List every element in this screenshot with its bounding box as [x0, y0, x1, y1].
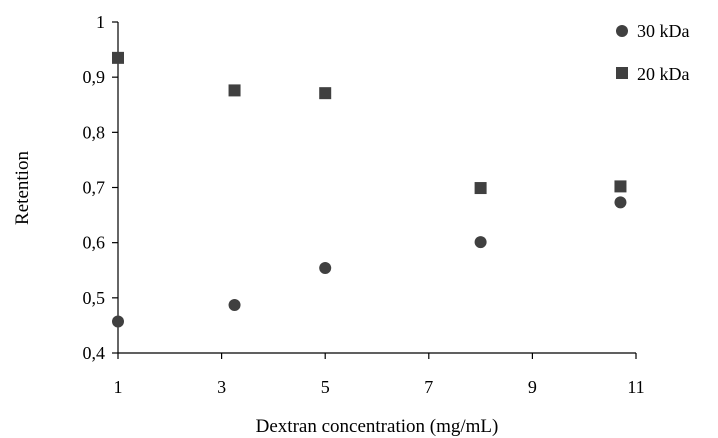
- y-ticks: 0,4 0,5 0,6 0,7 0,8 0,9 1: [83, 12, 118, 363]
- data-point-20-kda: [112, 51, 124, 64]
- data-point-20-kda: [319, 87, 332, 100]
- legend-marker-20-kda: [616, 67, 628, 79]
- x-tick-label: 5: [321, 377, 330, 397]
- data-point-30-kda: [228, 299, 241, 312]
- data-point-30-kda: [319, 262, 332, 275]
- x-tick-label: 7: [424, 377, 433, 397]
- x-ticks: 1 3 5 7 9 11: [114, 353, 645, 397]
- y-tick-label: 0,7: [83, 178, 106, 198]
- data-point-30-kda: [112, 315, 124, 328]
- data-point-20-kda: [474, 182, 487, 195]
- x-tick-label: 9: [528, 377, 537, 397]
- x-tick-label: 1: [114, 377, 123, 397]
- legend-label-20-kda: 20 kDa: [637, 64, 690, 84]
- y-tick-label: 0,8: [83, 122, 106, 142]
- y-tick-label: 0,6: [83, 233, 106, 253]
- data-point-30-kda: [614, 196, 627, 209]
- y-axis-title: Retention: [12, 151, 33, 225]
- x-tick-label: 11: [627, 377, 644, 397]
- y-tick-label: 0,9: [83, 67, 106, 87]
- legend: 30 kDa 20 kDa: [616, 21, 690, 84]
- y-tick-label: 1: [96, 12, 105, 32]
- x-axis-title: Dextran concentration (mg/mL): [256, 416, 499, 437]
- x-tick-label: 3: [217, 377, 226, 397]
- legend-label-30-kda: 30 kDa: [637, 21, 690, 41]
- data-point-20-kda: [614, 180, 627, 193]
- data-markers: [112, 51, 627, 328]
- y-tick-label: 0,4: [83, 343, 106, 363]
- data-point-20-kda: [228, 84, 241, 97]
- data-point-30-kda: [474, 236, 487, 249]
- axes: [117, 22, 636, 354]
- y-tick-label: 0,5: [83, 288, 106, 308]
- legend-marker-30-kda: [616, 25, 628, 37]
